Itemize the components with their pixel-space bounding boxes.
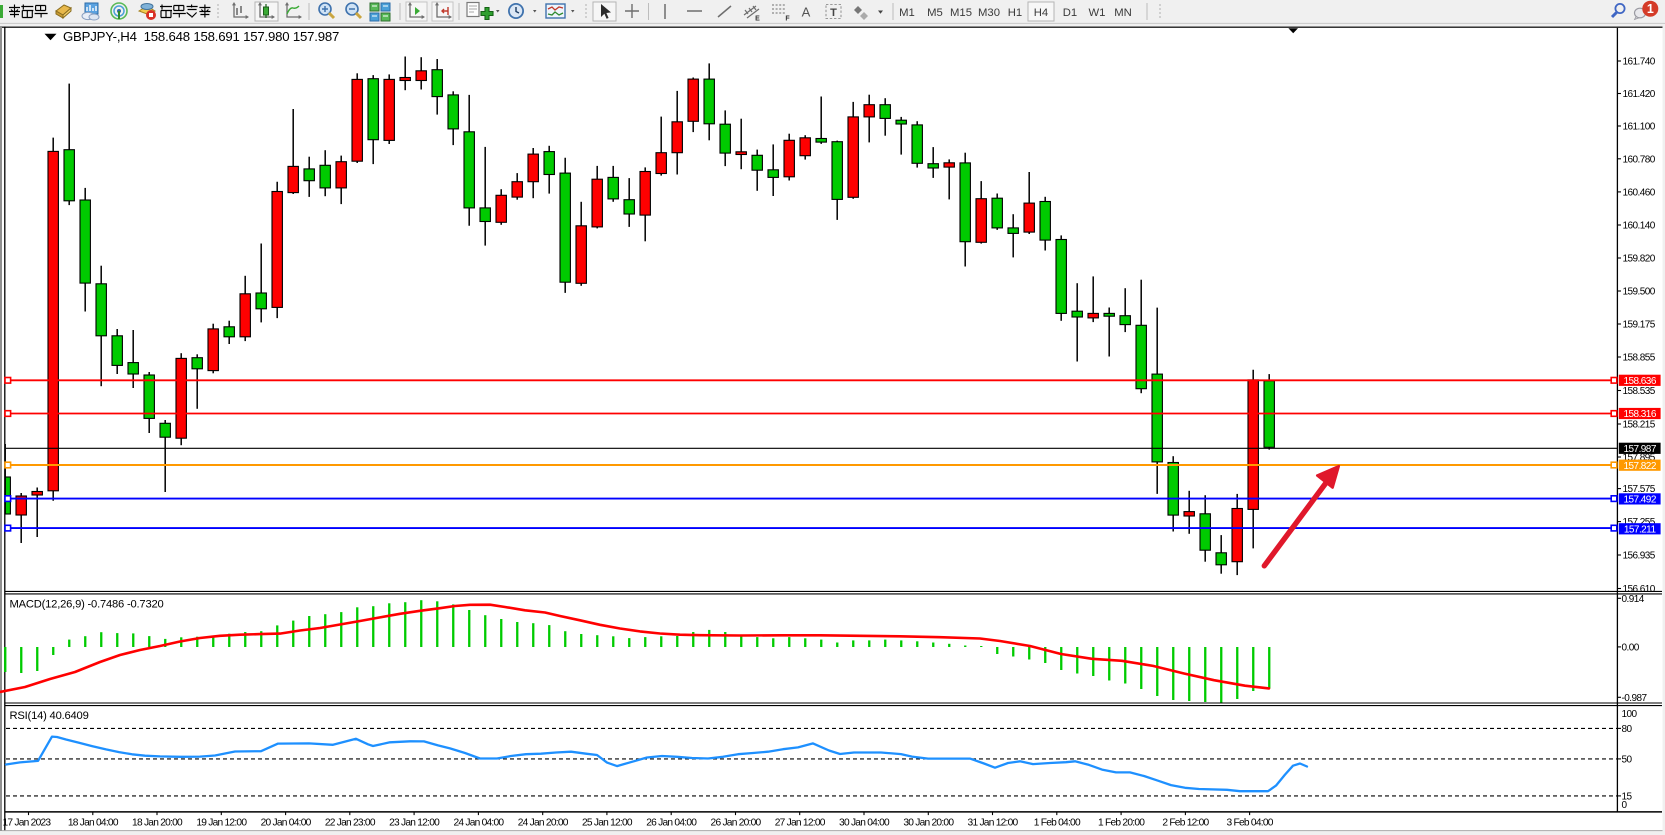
svg-text:0.914: 0.914: [1622, 594, 1645, 605]
svg-text:T: T: [830, 7, 837, 19]
svg-text:0.00: 0.00: [1622, 642, 1640, 653]
svg-text:80: 80: [1622, 724, 1633, 735]
svg-text:159.175: 159.175: [1623, 320, 1656, 331]
svg-text:157.575: 157.575: [1623, 484, 1656, 495]
svg-text:161.100: 161.100: [1623, 122, 1656, 133]
svg-text:W1: W1: [1089, 7, 1106, 19]
svg-text:158.636: 158.636: [1624, 376, 1657, 387]
svg-text:GBPJPY-,H4 158.648 158.691 15: GBPJPY-,H4 158.648 158.691 157.980 157.9…: [63, 29, 339, 44]
svg-text:31 Jan 12:00: 31 Jan 12:00: [968, 818, 1019, 829]
svg-text:24 Jan 04:00: 24 Jan 04:00: [453, 818, 504, 829]
svg-text:157.822: 157.822: [1624, 461, 1657, 472]
svg-text:18 Jan 20:00: 18 Jan 20:00: [132, 818, 183, 829]
svg-text:161.740: 161.740: [1623, 57, 1656, 68]
svg-text:18 Jan 04:00: 18 Jan 04:00: [68, 818, 119, 829]
svg-text:30 Jan 20:00: 30 Jan 20:00: [903, 818, 954, 829]
svg-text:F: F: [785, 16, 790, 23]
svg-text:158.855: 158.855: [1623, 353, 1656, 364]
svg-text:-0.987: -0.987: [1622, 693, 1648, 704]
svg-text:157.211: 157.211: [1624, 524, 1657, 535]
svg-text:E: E: [755, 16, 760, 23]
svg-text:M30: M30: [978, 7, 1000, 19]
svg-text:161.420: 161.420: [1623, 89, 1656, 100]
svg-text:158.316: 158.316: [1624, 409, 1657, 420]
svg-text:1 Feb 04:00: 1 Feb 04:00: [1034, 818, 1081, 829]
svg-text:MACD(12,26,9) -0.7486 -0.7320: MACD(12,26,9) -0.7486 -0.7320: [10, 599, 164, 611]
svg-text:M15: M15: [950, 7, 972, 19]
svg-text:RSI(14) 40.6409: RSI(14) 40.6409: [10, 710, 89, 722]
svg-text:50: 50: [1622, 754, 1633, 765]
svg-text:160.460: 160.460: [1623, 187, 1656, 198]
svg-text:0: 0: [1622, 800, 1628, 811]
svg-text:156.610: 156.610: [1623, 584, 1656, 595]
svg-text:2 Feb 12:00: 2 Feb 12:00: [1162, 818, 1209, 829]
svg-text:157.492: 157.492: [1624, 495, 1657, 506]
svg-text:D1: D1: [1063, 7, 1077, 19]
svg-text:20 Jan 04:00: 20 Jan 04:00: [261, 818, 312, 829]
svg-text:160.140: 160.140: [1623, 221, 1656, 232]
svg-text:100: 100: [1622, 709, 1638, 720]
svg-text:19 Jan 12:00: 19 Jan 12:00: [196, 818, 247, 829]
svg-text:M1: M1: [899, 7, 915, 19]
svg-text:157.895: 157.895: [1623, 453, 1656, 464]
svg-text:1: 1: [1647, 2, 1654, 16]
svg-text:H4: H4: [1034, 7, 1048, 19]
svg-text:23 Jan 12:00: 23 Jan 12:00: [389, 818, 440, 829]
svg-text:156.935: 156.935: [1623, 551, 1656, 562]
svg-text:160.780: 160.780: [1623, 154, 1656, 165]
svg-text:H1: H1: [1008, 7, 1022, 19]
svg-text:26 Jan 20:00: 26 Jan 20:00: [711, 818, 762, 829]
svg-text:A: A: [802, 5, 811, 20]
svg-text:159.500: 159.500: [1623, 287, 1656, 298]
svg-text:22 Jan 23:00: 22 Jan 23:00: [325, 818, 376, 829]
svg-text:15: 15: [1622, 791, 1633, 802]
svg-text:159.820: 159.820: [1623, 254, 1656, 265]
svg-text:157.987: 157.987: [1624, 444, 1657, 455]
svg-text:158.215: 158.215: [1623, 420, 1656, 431]
svg-text:157.255: 157.255: [1623, 517, 1656, 528]
svg-text:158.535: 158.535: [1623, 386, 1656, 397]
svg-text:MN: MN: [1114, 7, 1132, 19]
svg-text:M5: M5: [927, 7, 943, 19]
svg-text:17 Jan 2023: 17 Jan 2023: [3, 818, 52, 829]
svg-text:27 Jan 12:00: 27 Jan 12:00: [775, 818, 826, 829]
svg-text:26 Jan 04:00: 26 Jan 04:00: [646, 818, 697, 829]
svg-text:25 Jan 12:00: 25 Jan 12:00: [582, 818, 633, 829]
svg-text:3 Feb 04:00: 3 Feb 04:00: [1227, 818, 1274, 829]
svg-text:1 Feb 20:00: 1 Feb 20:00: [1098, 818, 1145, 829]
svg-text:24 Jan 20:00: 24 Jan 20:00: [518, 818, 569, 829]
svg-text:30 Jan 04:00: 30 Jan 04:00: [839, 818, 890, 829]
